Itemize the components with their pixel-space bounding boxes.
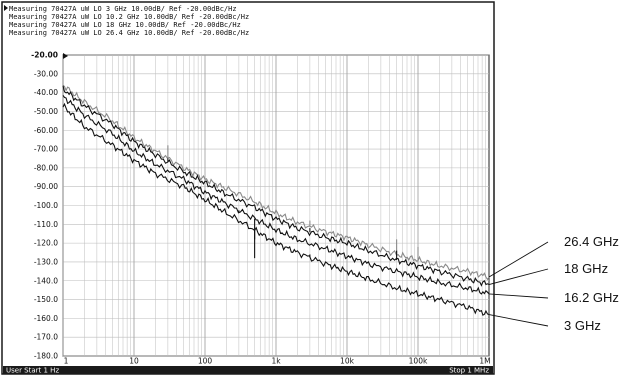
- trace-3-ghz: [62, 102, 490, 316]
- traces: [62, 84, 490, 316]
- status-bar: [3, 366, 493, 374]
- annotations: 26.4 GHz 18 GHz 16.2 GHz 3 GHz: [488, 234, 619, 333]
- active-trace-marker-icon: [4, 5, 8, 11]
- y-tick-label: -120.0: [34, 239, 58, 248]
- y-tick-label: -40.00: [34, 88, 58, 97]
- y-tick-label: -90.00: [34, 182, 58, 191]
- annotation-label: 16.2 GHz: [564, 290, 619, 305]
- header-line-2: Measuring 70427A uW LO 10.2 GHz 10.00dB/…: [9, 13, 249, 21]
- y-tick-label: -70.00: [34, 145, 58, 154]
- y-tick-label: -110.0: [34, 220, 58, 229]
- x-tick-label: 10k: [340, 357, 355, 366]
- annotation-leader-line: [488, 268, 549, 285]
- x-tick-label: 1M: [479, 357, 490, 366]
- header-line-1: Measuring 70427A uW LO 3 GHz 10.00dB/ Re…: [9, 5, 237, 13]
- start-frequency: User Start 1 Hz: [6, 367, 59, 375]
- annotation-label: 26.4 GHz: [564, 234, 619, 249]
- y-tick-label: -60.00: [34, 126, 58, 135]
- y-axis-ticks: -20.00 -30.00 -40.00 -50.00 -60.00 -70.00 -80.…: [31, 51, 58, 361]
- annotation-leader-line: [488, 293, 549, 299]
- annotation-leader-line: [488, 241, 549, 278]
- y-tick-label: -20.00: [31, 51, 58, 60]
- header-line-4: Measuring 70427A uW LO 26.4 GHz 10.00dB/…: [9, 29, 249, 37]
- annotation-leader-line: [488, 314, 549, 327]
- y-tick-label: -170.0: [34, 333, 58, 342]
- annotation-label: 3 GHz: [564, 318, 601, 333]
- trace-26-4-ghz: [62, 84, 490, 281]
- x-tick-label: 100: [198, 357, 213, 366]
- x-tick-label: 1: [64, 357, 69, 366]
- y-tick-label: -30.00: [34, 69, 58, 78]
- y-tick-label: -50.00: [34, 107, 58, 116]
- trace-16-2-ghz: [62, 94, 490, 295]
- reference-level-marker-icon: [63, 53, 68, 59]
- y-tick-label: -100.0: [34, 201, 58, 210]
- grid: [62, 54, 489, 357]
- y-tick-label: -140.0: [34, 276, 58, 285]
- x-tick-label: 100k: [409, 357, 428, 366]
- y-tick-label: -180.0: [34, 352, 58, 361]
- stop-frequency: Stop 1 MHz: [449, 367, 489, 375]
- y-tick-label: -160.0: [34, 314, 58, 323]
- y-tick-label: -130.0: [34, 257, 58, 266]
- header-line-3: Measuring 70427A uW LO 18 GHz 10.00dB/ R…: [9, 21, 241, 29]
- x-tick-label: 1k: [271, 357, 281, 366]
- y-tick-label: -80.00: [34, 163, 58, 172]
- x-axis-ticks: 1 10 100 1k 10k 100k 1M: [64, 357, 491, 366]
- x-tick-label: 10: [129, 357, 139, 366]
- trace-18-ghz: [62, 85, 490, 287]
- annotation-label: 18 GHz: [564, 261, 608, 276]
- y-tick-label: -150.0: [34, 295, 58, 304]
